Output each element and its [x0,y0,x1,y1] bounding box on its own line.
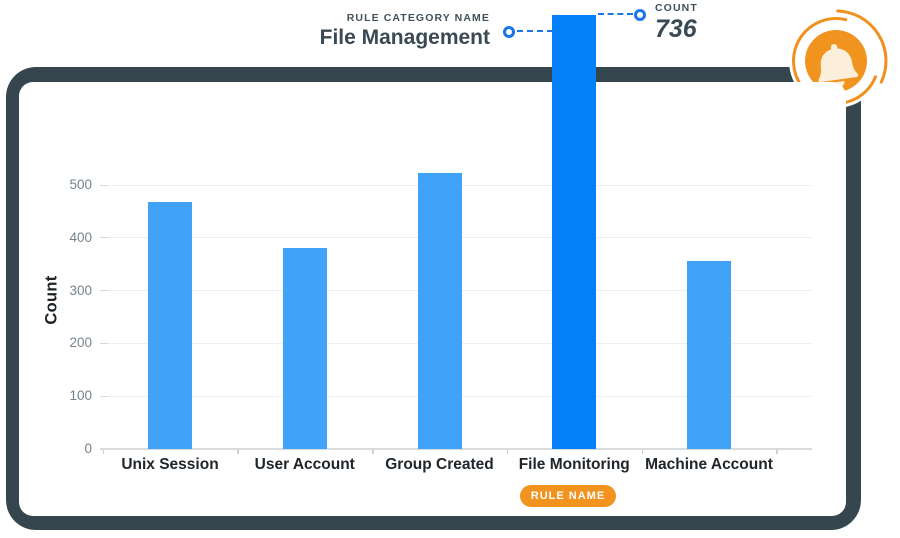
y-tick-label: 100 [69,388,92,404]
bar-unix-session[interactable] [148,201,192,449]
rule-name-badge-label: RULE NAME [530,490,606,502]
x-axis-tick [237,449,239,454]
annotation-rule-category: RULE CATEGORY NAME File Management [320,12,490,50]
rule-category-label: RULE CATEGORY NAME [346,12,490,24]
y-axis-tick [100,237,108,239]
x-axis-tick [776,449,778,454]
y-tick-label: 0 [84,441,92,456]
y-axis-tick [100,290,108,292]
annotation-count: COUNT 736 [655,2,698,44]
y-tick-label: 200 [69,335,92,351]
badge-swoosh-arc [836,9,888,84]
bar-machine-account[interactable] [687,260,731,449]
connector-dot-right [634,9,646,21]
x-axis-line [100,448,812,450]
y-axis-tick [100,342,108,344]
rule-name-badge: RULE NAME [520,485,616,507]
y-tick-label: 400 [69,229,92,245]
y-tick-label: 500 [69,177,92,192]
x-label-group-created: Group Created [385,456,494,473]
x-axis-tick [102,449,105,454]
badge-ring-gap [845,15,884,78]
x-axis-tick [641,449,644,454]
count-label: COUNT [655,2,698,14]
bar-file-monitoring[interactable] [552,15,597,449]
y-axis-tick [100,184,108,186]
x-label-unix-session: Unix Session [121,456,219,473]
y-axis-title: Count [42,275,61,325]
y-axis-tick [100,395,108,397]
x-axis-tick [506,449,509,454]
bar-group-created[interactable] [417,172,462,449]
connector-line-right [598,13,633,15]
connector-dot-left [503,26,515,38]
bar-user-account[interactable] [282,248,327,449]
y-tick-label: 300 [69,282,92,298]
count-value: 736 [655,15,697,43]
connector-line-left [517,30,553,32]
x-label-file-monitoring: File Monitoring [518,456,630,473]
x-axis-tick [372,449,374,454]
x-label-user-account: User Account [254,456,355,473]
rule-category-value: File Management [319,26,490,49]
x-label-machine-account: Machine Account [645,456,773,473]
